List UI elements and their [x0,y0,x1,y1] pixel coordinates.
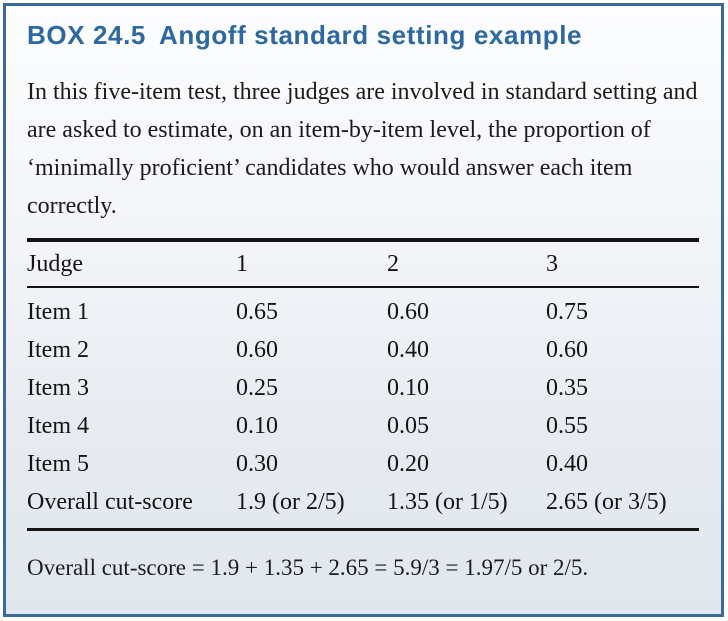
value-cell: 0.60 [387,299,429,325]
column-header-judge-1: 1 [236,240,387,288]
table-header-row: Judge 1 2 3 [27,240,699,288]
overall-cut-score-footnote: Overall cut-score = 1.9 + 1.35 + 2.65 = … [27,555,589,580]
angoff-judges-table: Judge 1 2 3 Item 1 0.65 0.60 0.75 Item 2… [27,238,699,531]
table-row-item-5: Item 5 0.30 0.20 0.40 [27,445,699,483]
box-heading: BOX 24.5 Angoff standard setting example [27,19,627,52]
table-row-overall-cut-score: Overall cut-score 1.9 (or 2/5) 1.35 (or … [27,483,699,530]
value-cell: 0.30 [236,451,278,477]
value-cell: 0.40 [546,451,588,477]
table-row-item-2: Item 2 0.60 0.40 0.60 [27,331,699,369]
value-cell: 0.60 [546,337,588,363]
value-cell: 0.60 [236,337,278,363]
box-number-label: BOX 24.5 [27,20,146,50]
value-cell: 0.55 [546,413,588,439]
row-label: Overall cut-score [27,489,193,515]
column-header-judge: Judge [27,240,236,288]
row-label: Item 4 [27,413,89,439]
column-header-judge-3: 3 [546,240,699,288]
value-cell: 1.35 (or 1/5) [387,489,508,515]
value-cell: 0.20 [387,451,429,477]
table-row-item-1: Item 1 0.65 0.60 0.75 [27,287,699,331]
value-cell: 0.40 [387,337,429,363]
row-label: Item 1 [27,299,89,325]
value-cell: 0.05 [387,413,429,439]
value-cell: 0.25 [236,375,278,401]
value-cell: 0.65 [236,299,278,325]
value-cell: 0.35 [546,375,588,401]
example-box: BOX 24.5 Angoff standard setting example … [3,3,724,617]
row-label: Item 2 [27,337,89,363]
row-label: Item 5 [27,451,89,477]
table-row-item-3: Item 3 0.25 0.10 0.35 [27,369,699,407]
table-row-item-4: Item 4 0.10 0.05 0.55 [27,407,699,445]
intro-paragraph: In this five-item test, three judges are… [27,79,698,219]
box-title-text: Angoff standard setting example [158,20,583,50]
value-cell: 0.10 [236,413,278,439]
row-label: Item 3 [27,375,89,401]
value-cell: 0.10 [387,375,429,401]
value-cell: 0.75 [546,299,588,325]
column-header-judge-2: 2 [387,240,546,288]
value-cell: 1.9 (or 2/5) [236,489,345,515]
value-cell: 2.65 (or 3/5) [546,489,667,515]
